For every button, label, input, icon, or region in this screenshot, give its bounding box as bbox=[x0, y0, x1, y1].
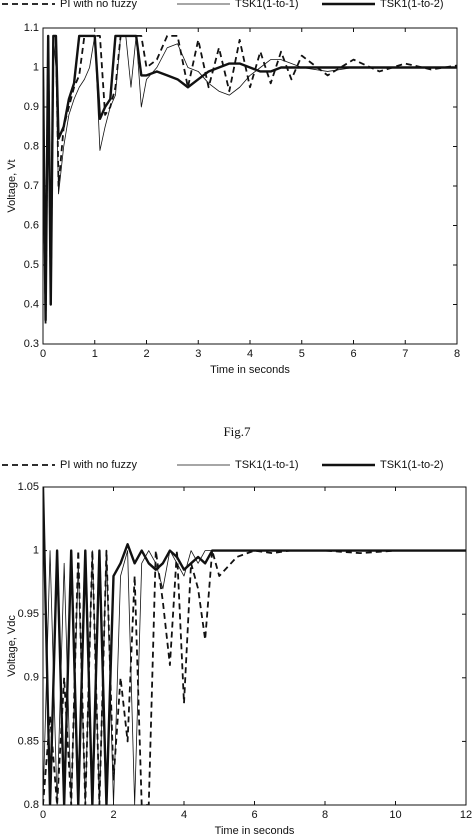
legend-label: PI with no fuzzy bbox=[60, 459, 138, 471]
x-tick-label: 4 bbox=[181, 809, 187, 821]
x-axis-label: Time in seconds bbox=[210, 364, 290, 376]
y-tick-label: 0.8 bbox=[24, 799, 39, 811]
y-tick-label: 1 bbox=[33, 545, 39, 557]
y-axis-label: Voltage, Vt bbox=[6, 159, 18, 212]
series-line bbox=[43, 487, 466, 805]
plot-frame bbox=[42, 486, 467, 806]
y-tick-label: 0.5 bbox=[24, 259, 39, 271]
plot bbox=[43, 487, 466, 805]
y-axis-label: Voltage, Vdc bbox=[6, 615, 18, 677]
series-line bbox=[43, 35, 457, 326]
plot-frame bbox=[42, 27, 458, 345]
x-tick-label: 1 bbox=[92, 348, 98, 360]
y-tick-label: 0.8 bbox=[24, 140, 39, 152]
x-tick-label: 3 bbox=[195, 348, 201, 360]
y-tick-label: 0.6 bbox=[24, 219, 39, 231]
x-tick-label: 2 bbox=[110, 809, 116, 821]
legend-label: TSK1(1-to-1) bbox=[235, 0, 299, 10]
y-tick-label: 1 bbox=[33, 61, 39, 73]
series-line bbox=[43, 549, 466, 805]
x-tick-label: 8 bbox=[322, 809, 328, 821]
legend-label: TSK1(1-to-1) bbox=[235, 459, 299, 471]
caption: Fig.7 bbox=[223, 424, 251, 439]
y-tick-label: 0.95 bbox=[18, 608, 39, 620]
series-line bbox=[43, 35, 457, 305]
series-line bbox=[43, 34, 457, 322]
y-tick-label: 0.7 bbox=[24, 180, 39, 192]
x-tick-label: 12 bbox=[460, 809, 472, 821]
x-tick-label: 10 bbox=[389, 809, 401, 821]
y-tick-label: 1.1 bbox=[24, 22, 39, 34]
x-tick-label: 2 bbox=[143, 348, 149, 360]
y-tick-label: 0.85 bbox=[18, 735, 39, 747]
legend-label: TSK1(1-to-2) bbox=[380, 459, 444, 471]
plot bbox=[43, 34, 457, 326]
x-tick-label: 0 bbox=[40, 348, 46, 360]
y-tick-label: 0.9 bbox=[24, 101, 39, 113]
y-tick-label: 1.05 bbox=[18, 481, 39, 493]
y-tick-label: 0.3 bbox=[24, 338, 39, 350]
y-tick-label: 0.9 bbox=[24, 672, 39, 684]
x-tick-label: 4 bbox=[247, 348, 253, 360]
x-tick-label: 0 bbox=[40, 809, 46, 821]
x-tick-label: 6 bbox=[251, 809, 257, 821]
y-tick-label: 0.4 bbox=[24, 298, 39, 310]
x-axis-label: Time in seconds bbox=[215, 825, 295, 837]
x-tick-label: 7 bbox=[402, 348, 408, 360]
legend-label: TSK1(1-to-2) bbox=[380, 0, 444, 10]
legend-label: PI with no fuzzy bbox=[60, 0, 138, 10]
x-tick-label: 8 bbox=[454, 348, 460, 360]
x-tick-label: 6 bbox=[350, 348, 356, 360]
x-tick-label: 5 bbox=[299, 348, 305, 360]
